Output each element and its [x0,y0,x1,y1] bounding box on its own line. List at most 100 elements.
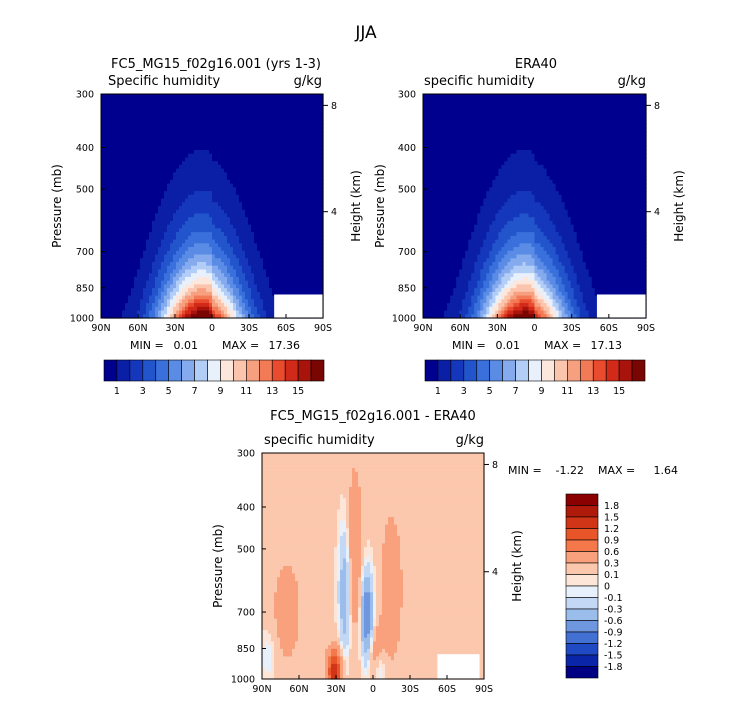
contour-cell [155,164,159,170]
contour-cell [212,112,216,117]
contour-cell [242,198,246,203]
contour-cell [287,94,291,99]
contour-cell [275,150,279,155]
contour-cell [218,206,222,211]
contour-cell [149,168,153,173]
contour-cell [107,142,111,147]
contour-cell [191,150,195,155]
contour-cell [224,131,228,136]
contour-cell [311,97,315,103]
contour-cell [161,191,165,196]
contour-cell [209,105,213,110]
contour-cell [284,191,288,196]
contour-cell [101,157,105,162]
contour-cell [119,116,123,121]
contour-cell [254,108,258,114]
contour-cell [209,127,213,132]
contour-cell [125,179,129,185]
contour-cell [149,97,153,103]
contour-cell [308,101,312,106]
contour-cell [101,127,105,132]
contour-cell [122,183,126,188]
contour-cell [206,194,210,200]
contour-cell [143,198,147,203]
contour-cell [227,142,231,147]
contour-cell [281,150,285,155]
contour-cell [311,183,315,188]
contour-cell [314,194,318,200]
contour-cell [278,164,282,170]
contour-cell [161,105,165,110]
contour-cell [242,206,246,211]
contour-cell [203,164,207,170]
contour-cell [164,164,168,170]
contour-cell [245,112,249,117]
contour-cell [107,206,111,211]
contour-cell [197,97,201,103]
contour-cell [107,94,111,99]
contour-cell [248,194,252,200]
contour-cell [152,123,156,129]
contour-cell [221,127,225,132]
contour-cell [260,164,264,170]
contour-cell [170,176,174,181]
contour-cell [263,176,267,181]
contour-cell [209,157,213,162]
contour-cell [275,157,279,162]
contour-cell [236,105,240,110]
contour-cell [266,101,270,106]
contour-cell [320,135,324,140]
contour-cell [203,198,207,203]
contour-cell [317,123,321,129]
contour-cell [146,94,150,99]
contour-cell [224,153,228,159]
contour-cell [284,135,288,140]
contour-cell [125,202,129,207]
contour-cell [146,120,150,125]
contour-cell [197,138,201,144]
contour-cell [206,116,210,121]
contour-cell [119,131,123,136]
contour-cell [227,108,231,114]
contour-cell [185,191,189,196]
contour-cell [296,194,300,200]
contour-cell [248,97,252,103]
contour-cell [191,206,195,211]
contour-cell [224,168,228,173]
contour-cell [266,176,270,181]
contour-cell [227,179,231,185]
contour-cell [317,198,321,203]
contour-cell [314,112,318,117]
contour-cell [170,94,174,99]
contour-cell [302,101,306,106]
contour-cell [146,176,150,181]
contour-cell [188,108,192,114]
contour-cell [134,101,138,106]
contour-cell [158,116,162,121]
contour-cell [257,168,261,173]
contour-cell [305,135,309,140]
contour-cell [245,150,249,155]
contour-cell [239,179,243,185]
contour-cell [215,206,219,211]
contour-cell [281,94,285,99]
contour-cell [227,206,231,211]
contour-cell [218,187,222,192]
contour-cell [230,168,234,173]
contour-cell [128,127,132,132]
contour-cell [254,135,258,140]
contour-cell [128,191,132,196]
contour-cell [305,127,309,132]
contour-cell [149,108,153,114]
contour-cell [161,187,165,192]
contour-cell [197,120,201,125]
contour-cell [122,191,126,196]
contour-cell [119,172,123,177]
contour-cell [317,138,321,144]
contour-cell [200,112,204,117]
contour-cell [221,179,225,185]
contour-cell [230,198,234,203]
contour-cell [278,183,282,188]
contour-cell [185,153,189,159]
contour-cell [293,153,297,159]
